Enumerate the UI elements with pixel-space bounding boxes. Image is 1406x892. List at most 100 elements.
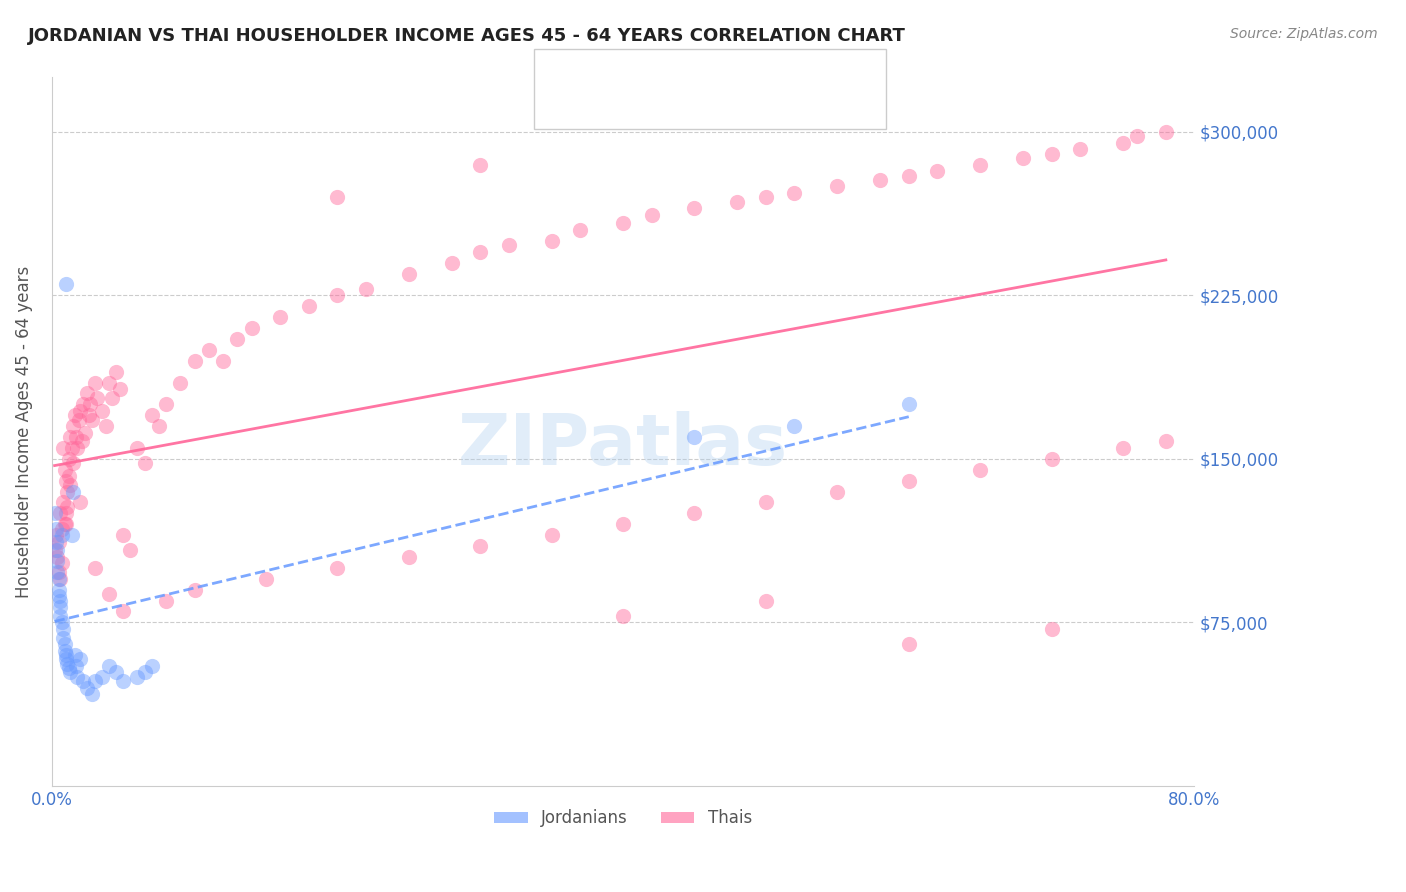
Point (46, 565, 69, 579)
Point (240, 321, 263, 335)
Point (55, 506, 77, 520)
Point (212, 353, 235, 368)
Point (59, 478, 82, 492)
Point (1040, 451, 1063, 466)
Point (46, 549, 69, 564)
Point (48, 572, 70, 586)
Point (783, 419, 806, 434)
Point (1069, 142, 1091, 156)
Point (110, 382, 132, 396)
Point (48, 589, 70, 603)
Point (60, 441, 83, 455)
Point (65, 430, 87, 444)
Point (927, 164, 949, 178)
Point (1040, 146, 1063, 161)
Point (398, 267, 420, 281)
Point (97, 587, 120, 601)
Point (440, 256, 463, 270)
Point (827, 484, 849, 499)
Point (612, 217, 634, 231)
Point (120, 543, 142, 558)
Point (90, 404, 112, 418)
Point (51, 522, 73, 536)
Point (783, 186, 806, 200)
Point (683, 506, 706, 520)
Point (69, 652, 91, 666)
Point (540, 528, 562, 542)
Point (69, 495, 91, 509)
Point (683, 201, 706, 215)
Point (51, 557, 73, 571)
Point (1126, 129, 1149, 144)
Text: ■: ■ (551, 101, 572, 120)
Point (105, 665, 128, 680)
Point (56, 657, 79, 671)
Point (52, 622, 75, 636)
Point (112, 528, 135, 542)
Point (640, 208, 662, 222)
Point (67, 412, 90, 426)
Point (269, 310, 291, 325)
Point (51, 615, 73, 630)
Point (897, 397, 920, 411)
Point (183, 353, 205, 368)
Point (77, 409, 100, 423)
Point (52, 441, 75, 455)
Point (83, 561, 105, 575)
Point (80, 412, 103, 426)
Point (72, 674, 94, 689)
Point (49, 506, 72, 520)
Point (134, 456, 156, 470)
Point (58, 469, 80, 483)
Text: ■: ■ (551, 69, 572, 88)
Point (398, 549, 420, 564)
Point (48, 534, 70, 549)
Point (1112, 441, 1135, 455)
Point (56, 500, 79, 514)
Point (59, 430, 82, 444)
Point (470, 158, 492, 172)
Point (55, 652, 77, 666)
Point (94, 419, 117, 434)
Point (63, 409, 86, 423)
Point (540, 234, 562, 248)
Point (100, 391, 122, 405)
Point (62, 484, 84, 499)
Point (49, 600, 72, 615)
Point (70, 434, 93, 449)
Point (155, 593, 177, 607)
Point (76, 681, 98, 695)
Point (1154, 434, 1177, 449)
Point (62, 456, 84, 470)
Point (83, 376, 105, 390)
Point (569, 223, 592, 237)
Point (326, 190, 349, 204)
Point (44, 543, 66, 558)
Point (1040, 622, 1063, 636)
Point (72, 397, 94, 411)
Text: R = 0.049   N = 44: R = 0.049 N = 44 (576, 69, 734, 87)
Point (969, 463, 991, 477)
Point (55, 648, 77, 662)
Point (53, 643, 76, 657)
Point (897, 474, 920, 488)
Point (49, 593, 72, 607)
Point (73, 425, 96, 440)
Point (45, 534, 67, 549)
Point (1112, 136, 1135, 150)
Point (45, 522, 67, 536)
Point (1154, 125, 1177, 139)
Point (897, 169, 920, 183)
Point (683, 430, 706, 444)
Point (58, 451, 80, 466)
Point (226, 332, 249, 346)
Point (60, 528, 83, 542)
Point (755, 593, 778, 607)
Point (62, 419, 84, 434)
Point (112, 674, 135, 689)
Point (127, 441, 149, 455)
Point (63, 648, 86, 662)
Point (755, 495, 778, 509)
Point (897, 637, 920, 651)
Point (198, 343, 221, 357)
